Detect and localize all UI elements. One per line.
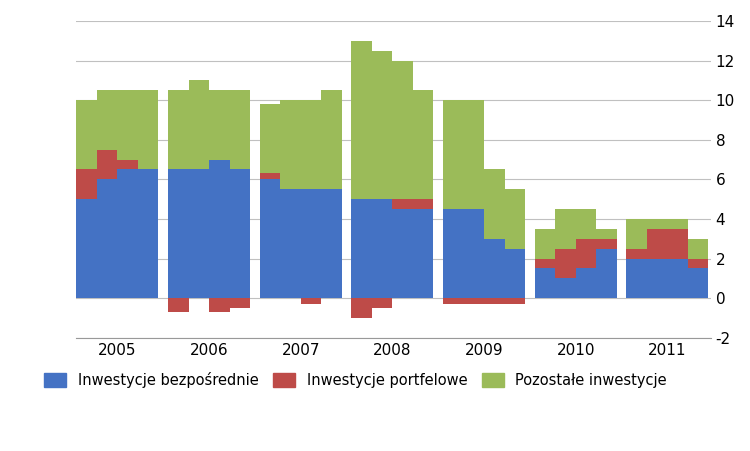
Bar — [76, 199, 97, 298]
Bar — [576, 268, 596, 298]
Bar — [168, 298, 189, 312]
Bar — [688, 268, 709, 298]
Bar — [555, 249, 576, 278]
Bar — [76, 100, 97, 170]
Bar — [260, 104, 280, 174]
Bar — [209, 90, 230, 160]
Bar — [626, 249, 647, 258]
Bar — [413, 90, 434, 199]
Bar — [668, 229, 688, 258]
Bar — [464, 298, 484, 304]
Bar — [535, 268, 555, 298]
Bar — [484, 239, 505, 298]
Bar — [168, 170, 189, 298]
Bar — [352, 298, 372, 318]
Bar — [352, 41, 372, 199]
Bar — [321, 90, 342, 189]
Bar — [392, 60, 413, 199]
Bar — [443, 100, 464, 209]
Bar — [209, 160, 230, 298]
Bar — [321, 189, 342, 298]
Bar — [118, 90, 138, 160]
Bar — [647, 219, 668, 229]
Bar — [688, 239, 709, 268]
Bar — [352, 199, 372, 298]
Bar — [647, 258, 668, 298]
Bar — [138, 90, 158, 170]
Bar — [280, 189, 301, 298]
Bar — [484, 170, 505, 239]
Bar — [372, 51, 392, 199]
Bar — [260, 174, 280, 179]
Bar — [626, 219, 647, 249]
Bar — [372, 199, 392, 298]
Bar — [413, 199, 434, 209]
Bar — [97, 150, 118, 179]
Bar — [189, 170, 209, 298]
Bar — [576, 209, 596, 239]
Bar — [392, 199, 413, 209]
Bar — [138, 170, 158, 298]
Bar — [168, 90, 189, 170]
Bar — [97, 179, 118, 298]
Bar — [505, 249, 525, 298]
Bar — [668, 258, 688, 298]
Bar — [230, 90, 251, 170]
Bar — [118, 170, 138, 298]
Bar — [97, 90, 118, 150]
Bar — [301, 298, 321, 304]
Bar — [596, 229, 616, 239]
Bar — [596, 239, 616, 249]
Bar — [260, 179, 280, 298]
Bar — [280, 100, 301, 189]
Bar — [576, 239, 596, 268]
Bar — [555, 278, 576, 298]
Bar — [535, 229, 555, 258]
Bar — [596, 249, 616, 298]
Bar — [464, 209, 484, 298]
Bar — [535, 258, 555, 268]
Bar — [647, 229, 668, 258]
Bar — [443, 298, 464, 304]
Bar — [372, 298, 392, 308]
Bar — [209, 298, 230, 312]
Bar — [505, 298, 525, 304]
Legend: Inwestycje bezpośrednie, Inwestycje portfelowe, Pozostałe inwestycje: Inwestycje bezpośrednie, Inwestycje port… — [38, 366, 673, 394]
Bar — [505, 189, 525, 249]
Bar — [392, 209, 413, 298]
Bar — [626, 258, 647, 298]
Bar — [118, 160, 138, 170]
Bar — [555, 209, 576, 249]
Bar — [230, 298, 251, 308]
Bar — [443, 209, 464, 298]
Bar — [413, 209, 434, 298]
Bar — [301, 100, 321, 189]
Bar — [668, 219, 688, 229]
Bar — [301, 189, 321, 298]
Bar — [76, 170, 97, 199]
Bar — [484, 298, 505, 304]
Bar — [189, 80, 209, 170]
Bar — [464, 100, 484, 209]
Bar — [688, 239, 709, 258]
Bar — [230, 170, 251, 298]
